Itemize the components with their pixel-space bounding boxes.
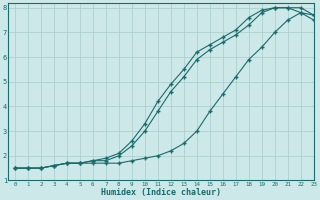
- X-axis label: Humidex (Indice chaleur): Humidex (Indice chaleur): [101, 188, 221, 197]
